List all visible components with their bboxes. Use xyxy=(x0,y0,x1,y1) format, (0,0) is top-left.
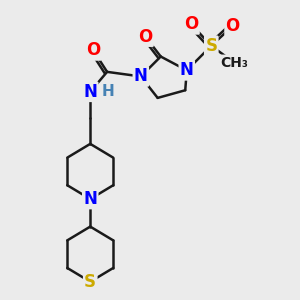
Text: H: H xyxy=(102,84,115,99)
Text: CH₃: CH₃ xyxy=(220,56,248,70)
Text: O: O xyxy=(184,15,199,33)
Text: O: O xyxy=(138,28,152,46)
Text: N: N xyxy=(83,83,97,101)
Text: O: O xyxy=(86,41,100,59)
Text: N: N xyxy=(134,68,148,85)
Text: O: O xyxy=(226,17,240,35)
Text: N: N xyxy=(83,190,97,208)
Text: S: S xyxy=(84,273,96,291)
Text: S: S xyxy=(205,37,217,55)
Text: N: N xyxy=(180,61,194,79)
